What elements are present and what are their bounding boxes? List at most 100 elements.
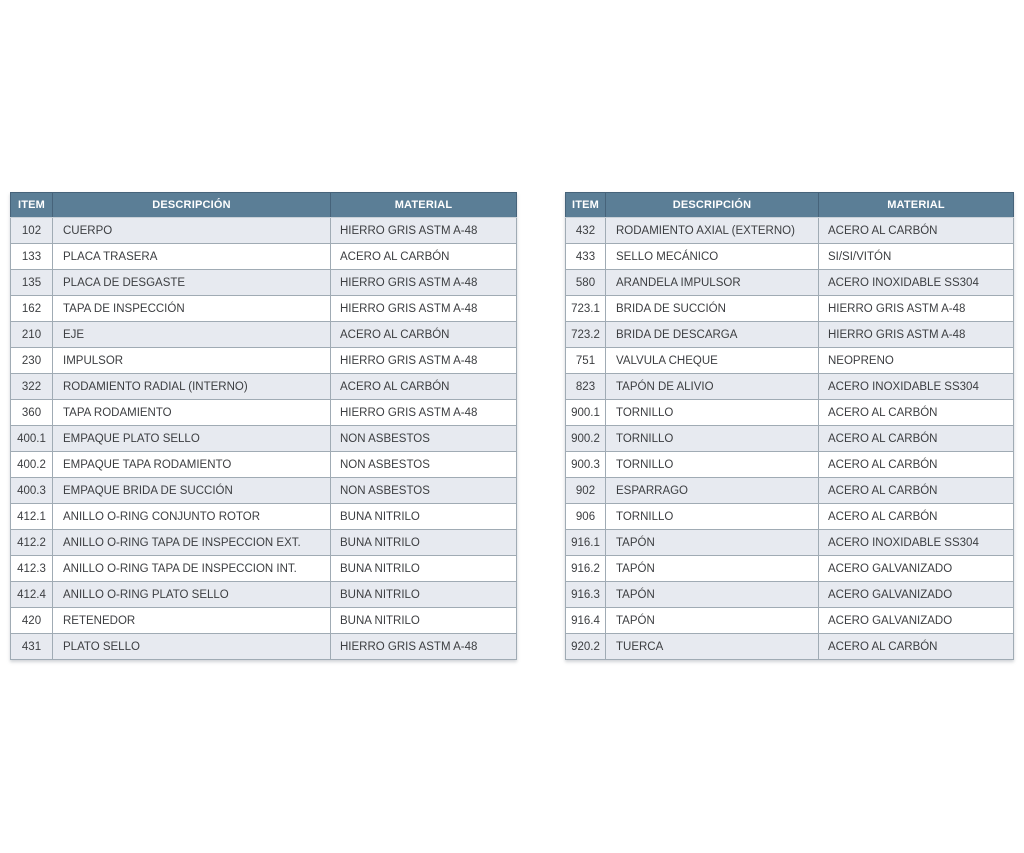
table-row: 823 TAPÓN DE ALIVIO ACERO INOXIDABLE SS304 (565, 373, 1014, 400)
descripcion-cell: EMPAQUE TAPA RODAMIENTO (52, 451, 331, 478)
descripcion-cell: TAPÓN (605, 607, 819, 634)
material-cell: BUNA NITRILO (330, 581, 517, 608)
table-row: 920.2 TUERCA ACERO AL CARBÓN (565, 633, 1014, 660)
descripcion-cell: ANILLO O-RING TAPA DE INSPECCION INT. (52, 555, 331, 582)
material-cell: ACERO AL CARBÓN (818, 217, 1014, 244)
item-cell: 412.1 (10, 503, 53, 530)
material-cell: ACERO AL CARBÓN (330, 373, 517, 400)
item-cell: 420 (10, 607, 53, 634)
table-row: 412.4 ANILLO O-RING PLATO SELLO BUNA NITRI… (10, 581, 517, 608)
material-cell: HIERRO GRIS ASTM A-48 (330, 217, 517, 244)
material-cell: HIERRO GRIS ASTM A-48 (330, 269, 517, 296)
item-cell: 102 (10, 217, 53, 244)
table-row: 400.3 EMPAQUE BRIDA DE SUCCIÓN NON ASBESTO… (10, 477, 517, 504)
material-cell: ACERO INOXIDABLE SS304 (818, 373, 1014, 400)
table-row: 210 EJE ACERO AL CARBÓN (10, 321, 517, 348)
item-cell: 322 (10, 373, 53, 400)
table-row: 360 TAPA RODAMIENTO HIERRO GRIS ASTM A-48 (10, 399, 517, 426)
item-cell: 135 (10, 269, 53, 296)
material-cell: NON ASBESTOS (330, 425, 517, 452)
item-cell: 900.3 (565, 451, 606, 478)
material-cell: BUNA NITRILO (330, 529, 517, 556)
column-header-descripcion: DESCRIPCIÓN (52, 192, 331, 218)
item-cell: 906 (565, 503, 606, 530)
descripcion-cell: TORNILLO (605, 425, 819, 452)
material-cell: ACERO GALVANIZADO (818, 581, 1014, 608)
material-cell: ACERO AL CARBÓN (818, 633, 1014, 660)
item-cell: 920.2 (565, 633, 606, 660)
material-cell: BUNA NITRILO (330, 555, 517, 582)
descripcion-cell: EMPAQUE PLATO SELLO (52, 425, 331, 452)
descripcion-cell: TAPÓN DE ALIVIO (605, 373, 819, 400)
descripcion-cell: TAPA RODAMIENTO (52, 399, 331, 426)
table-row: 902 ESPARRAGO ACERO AL CARBÓN (565, 477, 1014, 504)
item-cell: 230 (10, 347, 53, 374)
table-row: 723.1 BRIDA DE SUCCIÓN HIERRO GRIS ASTM A-… (565, 295, 1014, 322)
item-cell: 412.3 (10, 555, 53, 582)
descripcion-cell: TORNILLO (605, 451, 819, 478)
material-cell: HIERRO GRIS ASTM A-48 (818, 295, 1014, 322)
material-cell: ACERO INOXIDABLE SS304 (818, 269, 1014, 296)
material-cell: ACERO INOXIDABLE SS304 (818, 529, 1014, 556)
item-cell: 433 (565, 243, 606, 270)
item-cell: 400.3 (10, 477, 53, 504)
descripcion-cell: IMPULSOR (52, 347, 331, 374)
table-row: 432 RODAMIENTO AXIAL (EXTERNO) ACERO AL CA… (565, 217, 1014, 244)
item-cell: 400.1 (10, 425, 53, 452)
descripcion-cell: PLACA TRASERA (52, 243, 331, 270)
table-row: 900.1 TORNILLO ACERO AL CARBÓN (565, 399, 1014, 426)
parts-table-right: ITEM DESCRIPCIÓN MATERIAL 432 RODAMIENTO … (565, 192, 1014, 660)
table-row: 230 IMPULSOR HIERRO GRIS ASTM A-48 (10, 347, 517, 374)
descripcion-cell: BRIDA DE DESCARGA (605, 321, 819, 348)
column-header-item: ITEM (10, 192, 53, 218)
item-cell: 412.4 (10, 581, 53, 608)
item-cell: 900.1 (565, 399, 606, 426)
table-row: 916.1 TAPÓN ACERO INOXIDABLE SS304 (565, 529, 1014, 556)
material-cell: ACERO AL CARBÓN (818, 451, 1014, 478)
descripcion-cell: TAPÓN (605, 581, 819, 608)
material-cell: HIERRO GRIS ASTM A-48 (330, 399, 517, 426)
table-row: 400.2 EMPAQUE TAPA RODAMIENTO NON ASBESTOS (10, 451, 517, 478)
item-cell: 916.2 (565, 555, 606, 582)
material-cell: ACERO GALVANIZADO (818, 607, 1014, 634)
descripcion-cell: TUERCA (605, 633, 819, 660)
descripcion-cell: EJE (52, 321, 331, 348)
descripcion-cell: ANILLO O-RING PLATO SELLO (52, 581, 331, 608)
material-cell: HIERRO GRIS ASTM A-48 (818, 321, 1014, 348)
descripcion-cell: TAPÓN (605, 555, 819, 582)
descripcion-cell: RODAMIENTO AXIAL (EXTERNO) (605, 217, 819, 244)
table-row: 133 PLACA TRASERA ACERO AL CARBÓN (10, 243, 517, 270)
item-cell: 751 (565, 347, 606, 374)
table-row: 900.2 TORNILLO ACERO AL CARBÓN (565, 425, 1014, 452)
material-cell: NON ASBESTOS (330, 477, 517, 504)
descripcion-cell: TORNILLO (605, 503, 819, 530)
material-cell: ACERO AL CARBÓN (818, 503, 1014, 530)
descripcion-cell: EMPAQUE BRIDA DE SUCCIÓN (52, 477, 331, 504)
descripcion-cell: CUERPO (52, 217, 331, 244)
table-row: 412.3 ANILLO O-RING TAPA DE INSPECCION IN… (10, 555, 517, 582)
material-cell: ACERO AL CARBÓN (818, 425, 1014, 452)
material-cell: ACERO AL CARBÓN (818, 399, 1014, 426)
item-cell: 902 (565, 477, 606, 504)
table-row: 135 PLACA DE DESGASTE HIERRO GRIS ASTM A-4… (10, 269, 517, 296)
table-row: 162 TAPA DE INSPECCIÓN HIERRO GRIS ASTM A-… (10, 295, 517, 322)
item-cell: 723.2 (565, 321, 606, 348)
item-cell: 916.3 (565, 581, 606, 608)
item-cell: 360 (10, 399, 53, 426)
table-header-row: ITEM DESCRIPCIÓN MATERIAL (565, 192, 1014, 218)
descripcion-cell: VALVULA CHEQUE (605, 347, 819, 374)
table-row: 916.3 TAPÓN ACERO GALVANIZADO (565, 581, 1014, 608)
column-header-material: MATERIAL (818, 192, 1014, 218)
item-cell: 723.1 (565, 295, 606, 322)
material-cell: NON ASBESTOS (330, 451, 517, 478)
descripcion-cell: PLATO SELLO (52, 633, 331, 660)
descripcion-cell: TAPA DE INSPECCIÓN (52, 295, 331, 322)
descripcion-cell: ESPARRAGO (605, 477, 819, 504)
item-cell: 432 (565, 217, 606, 244)
item-cell: 133 (10, 243, 53, 270)
column-header-material: MATERIAL (330, 192, 517, 218)
material-cell: ACERO AL CARBÓN (330, 321, 517, 348)
item-cell: 400.2 (10, 451, 53, 478)
parts-table-left: ITEM DESCRIPCIÓN MATERIAL 102 CUERPO HIERR… (10, 192, 517, 660)
item-cell: 916.1 (565, 529, 606, 556)
